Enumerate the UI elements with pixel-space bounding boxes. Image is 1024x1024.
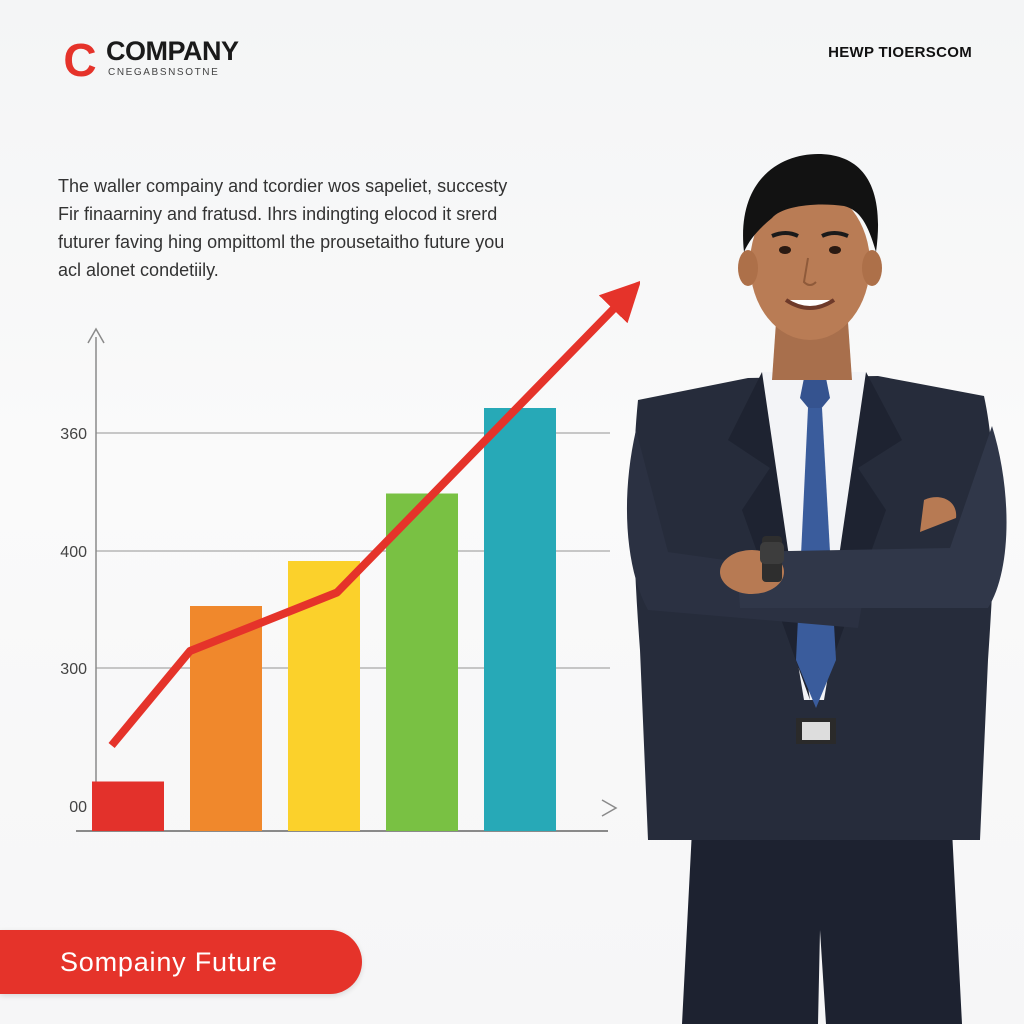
brand-name: COMPANY — [106, 36, 239, 66]
intro-paragraph: The waller compainy and tcordier wos sap… — [58, 176, 508, 280]
y-tick-label: 400 — [60, 544, 87, 561]
logo-c-icon: C — [63, 38, 96, 82]
growth-chart: 00 300 400 360 — [60, 280, 640, 832]
y-tick-labels: 00 300 400 360 — [60, 426, 87, 816]
bars — [92, 408, 556, 831]
y-tick-label: 00 — [69, 799, 87, 816]
bar-5 — [484, 408, 556, 831]
brand-logo[interactable]: C COMPANY CNEGABSNSOTNE — [58, 36, 268, 86]
cta-label: Sompainy Future — [60, 946, 278, 977]
bar-1 — [92, 781, 164, 831]
bar-4 — [386, 493, 458, 831]
header-link[interactable]: HEWP TIOERSCOM — [828, 44, 972, 61]
x-axis-arrow-icon — [601, 799, 618, 817]
y-tick-label: 300 — [60, 661, 87, 678]
brand-tagline: CNEGABSNSOTNE — [108, 67, 220, 78]
trend-arrow — [108, 280, 640, 749]
businessman-icon — [626, 154, 1007, 1024]
y-axis-arrow-icon — [87, 327, 105, 344]
company-future-button[interactable]: Sompainy Future — [0, 930, 362, 994]
y-tick-label: 360 — [60, 426, 87, 443]
logo-letter: C — [63, 38, 96, 82]
